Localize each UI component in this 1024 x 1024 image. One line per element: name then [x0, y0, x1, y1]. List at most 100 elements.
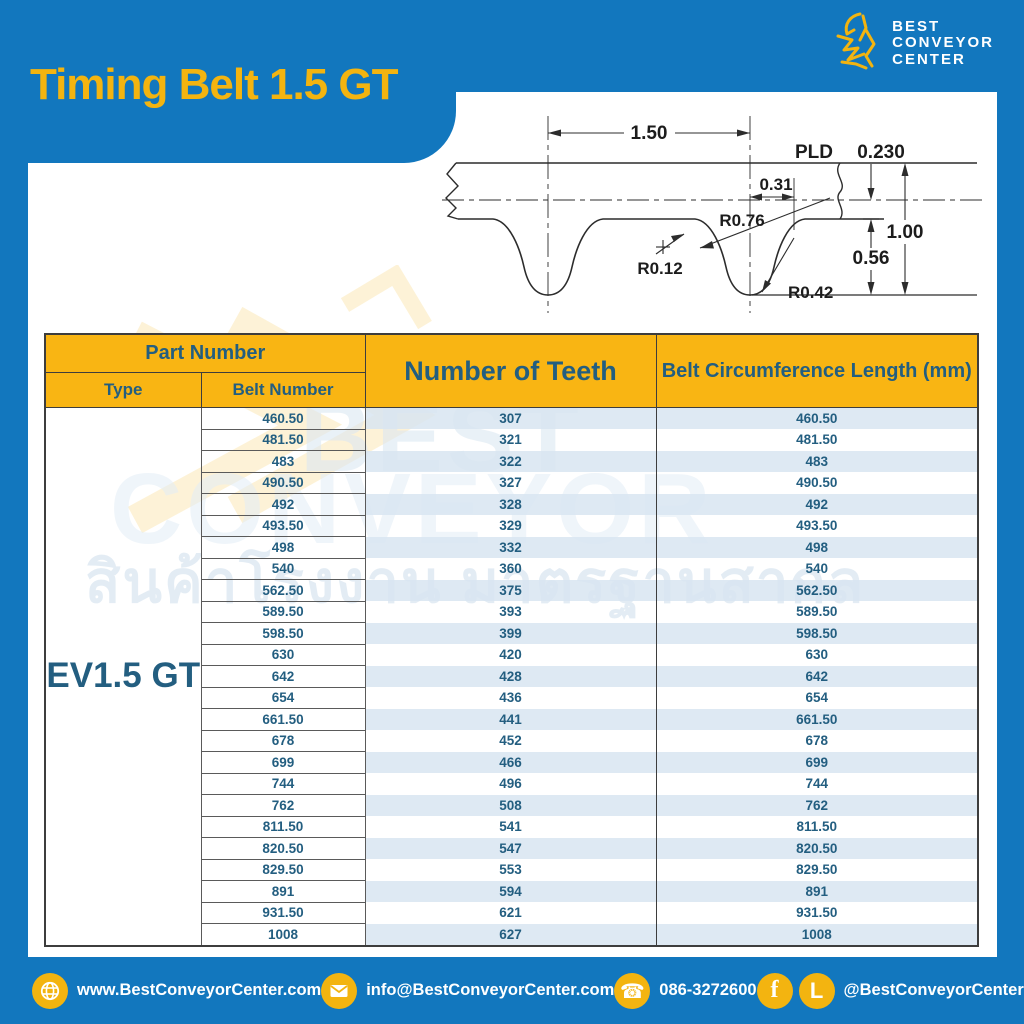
- belt-profile-drawing: 1.50 PLD 0.230 0.31 R0.76 R0.12 R0.42 1.…: [432, 98, 1004, 335]
- teeth-count-cell: 466: [364, 751, 656, 773]
- teeth-count-cell: 594: [364, 880, 656, 902]
- logo-line-2: CONVEYOR: [892, 34, 994, 52]
- belt-number-cell: 598.50: [200, 622, 366, 645]
- dim-r-flank-label: R0.76: [719, 211, 764, 230]
- teeth-count-cell: 428: [364, 665, 656, 687]
- teeth-count-cell: 328: [364, 493, 656, 515]
- circumference-cell: 630: [655, 644, 978, 666]
- circumference-cell: 483: [655, 450, 978, 472]
- teeth-count-cell: 321: [364, 429, 656, 451]
- belt-spec-table: Part Number Number of Teeth Belt Circumf…: [44, 333, 979, 947]
- table-row: 540 360 540: [45, 557, 978, 580]
- belt-number-cell: 481.50: [200, 428, 366, 451]
- belt-number-cell: 891: [200, 880, 366, 903]
- belt-number-cell: 460.50: [200, 407, 366, 430]
- header-belt-circumference: Belt Circumference Length (mm): [655, 333, 979, 408]
- teeth-count-cell: 436: [364, 687, 656, 709]
- mail-icon: [321, 972, 358, 1009]
- circumference-cell: 744: [655, 773, 978, 795]
- header-belt-number: Belt Number: [200, 372, 366, 408]
- teeth-count-cell: 452: [364, 730, 656, 752]
- table-row: 562.50 375 562.50: [45, 579, 978, 602]
- teeth-count-cell: 322: [364, 450, 656, 472]
- table-row: 891 594 891: [45, 880, 978, 903]
- table-row: 498 332 498: [45, 536, 978, 559]
- teeth-count-cell: 621: [364, 902, 656, 924]
- table-row: 678 452 678: [45, 729, 978, 752]
- belt-number-cell: 744: [200, 772, 366, 795]
- teeth-count-cell: 441: [364, 708, 656, 730]
- dim-total-height-label: 1.00: [887, 222, 924, 243]
- circumference-cell: 891: [655, 880, 978, 902]
- type-cell: EV1.5 GT: [45, 407, 202, 946]
- footer-website[interactable]: www.BestConveyorCenter.com: [32, 972, 322, 1009]
- table-row: 490.50 327 490.50: [45, 471, 978, 494]
- belt-number-cell: 642: [200, 665, 366, 688]
- circumference-cell: 540: [655, 558, 978, 580]
- belt-number-cell: 490.50: [200, 471, 366, 494]
- header-part-number: Part Number: [44, 333, 366, 373]
- belt-number-cell: 562.50: [200, 579, 366, 602]
- circumference-cell: 699: [655, 751, 978, 773]
- belt-number-cell: 678: [200, 729, 366, 752]
- phone-icon: ☎: [614, 972, 651, 1009]
- table-row: 492 328 492: [45, 493, 978, 516]
- company-logo-text: BEST CONVEYOR CENTER: [892, 17, 994, 69]
- belt-number-cell: 493.50: [200, 514, 366, 537]
- footer-email[interactable]: info@BestConveyorCenter.com: [321, 972, 615, 1009]
- dim-pld-label: PLD: [795, 142, 833, 163]
- table-row: 1008 627 1008: [45, 923, 978, 946]
- footer-email-text: info@BestConveyorCenter.com: [366, 981, 615, 999]
- belt-number-cell: 829.50: [200, 858, 366, 881]
- belt-number-cell: 762: [200, 794, 366, 817]
- facebook-icon: f: [756, 972, 793, 1009]
- circumference-cell: 931.50: [655, 902, 978, 924]
- circumference-cell: 498: [655, 536, 978, 558]
- teeth-count-cell: 496: [364, 773, 656, 795]
- teeth-count-cell: 547: [364, 837, 656, 859]
- goat-logo-icon: [830, 10, 882, 77]
- belt-number-cell: 589.50: [200, 600, 366, 623]
- footer-website-text: www.BestConveyorCenter.com: [77, 981, 322, 999]
- teeth-count-cell: 327: [364, 472, 656, 494]
- dim-r-root-label: R0.42: [788, 283, 833, 302]
- belt-number-cell: 498: [200, 536, 366, 559]
- circumference-cell: 493.50: [655, 515, 978, 537]
- footer-social-text: @BestConveyorCenter: [843, 981, 1024, 999]
- globe-icon: [32, 972, 68, 1009]
- teeth-count-cell: 508: [364, 794, 656, 816]
- circumference-cell: 678: [655, 730, 978, 752]
- table-row: 483 322 483: [45, 450, 978, 473]
- belt-number-cell: 820.50: [200, 837, 366, 860]
- table-row: 481.50 321 481.50: [45, 428, 978, 451]
- circumference-cell: 1008: [655, 923, 978, 946]
- teeth-count-cell: 553: [364, 859, 656, 881]
- table-row: EV1.5 GT 460.50 307 460.50: [45, 407, 978, 946]
- teeth-count-cell: 332: [364, 536, 656, 558]
- circumference-cell: 811.50: [655, 816, 978, 838]
- table-row: 829.50 553 829.50: [45, 858, 978, 881]
- circumference-cell: 654: [655, 687, 978, 709]
- belt-number-cell: 483: [200, 450, 366, 473]
- table-row: 654 436 654: [45, 686, 978, 709]
- dim-pitch-label: 1.50: [631, 123, 668, 144]
- footer-phone[interactable]: ☎ 086-3272600: [614, 972, 757, 1009]
- line-icon: L: [798, 972, 835, 1009]
- footer-social[interactable]: f L @BestConveyorCenter: [756, 972, 1024, 1009]
- table-row: 811.50 541 811.50: [45, 815, 978, 838]
- circumference-cell: 589.50: [655, 601, 978, 623]
- teeth-count-cell: 399: [364, 622, 656, 644]
- header-banner: Timing Belt 1.5 GT: [0, 0, 456, 163]
- belt-number-cell: 540: [200, 557, 366, 580]
- logo-line-1: BEST: [892, 17, 941, 35]
- dim-r-crest-label: R0.12: [637, 259, 682, 278]
- table-row: 598.50 399 598.50: [45, 622, 978, 645]
- table-row: 630 420 630: [45, 643, 978, 666]
- table-row: 661.50 441 661.50: [45, 708, 978, 731]
- social-icons: f L: [756, 972, 835, 1009]
- table-row: 642 428 642: [45, 665, 978, 688]
- logo-line-3: CENTER: [892, 50, 966, 68]
- belt-number-cell: 699: [200, 751, 366, 774]
- dim-pld-value: 0.230: [857, 142, 905, 163]
